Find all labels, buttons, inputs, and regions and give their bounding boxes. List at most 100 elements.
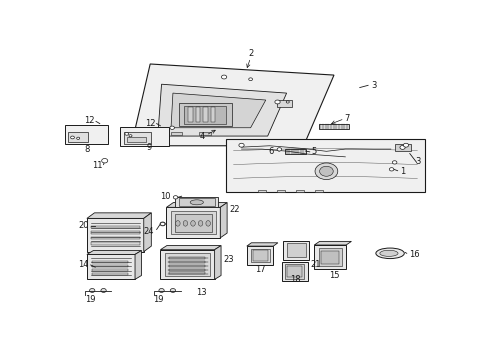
Bar	[123, 132, 151, 144]
Ellipse shape	[190, 221, 195, 226]
Ellipse shape	[375, 248, 404, 258]
Circle shape	[70, 136, 74, 139]
Circle shape	[319, 166, 332, 176]
Polygon shape	[284, 264, 304, 279]
Bar	[168, 265, 205, 267]
Text: 15: 15	[328, 271, 339, 280]
Polygon shape	[246, 243, 277, 246]
Bar	[188, 107, 192, 122]
Bar	[178, 198, 214, 206]
Circle shape	[102, 158, 107, 163]
Bar	[258, 190, 265, 192]
Polygon shape	[87, 251, 141, 255]
Polygon shape	[282, 240, 309, 260]
Circle shape	[129, 135, 132, 137]
Text: 9: 9	[146, 144, 151, 153]
Polygon shape	[171, 93, 265, 128]
Circle shape	[238, 143, 244, 147]
Circle shape	[274, 100, 280, 104]
Bar	[210, 107, 215, 122]
Polygon shape	[135, 251, 141, 279]
Polygon shape	[318, 248, 341, 266]
Bar	[91, 226, 140, 228]
Bar	[168, 261, 205, 263]
Text: 12: 12	[84, 116, 94, 125]
Text: 2: 2	[247, 49, 253, 58]
Polygon shape	[158, 84, 286, 136]
Circle shape	[221, 75, 226, 79]
Bar	[314, 190, 322, 192]
Bar	[168, 273, 205, 274]
Circle shape	[388, 168, 393, 171]
Bar	[195, 107, 200, 122]
Circle shape	[89, 288, 95, 292]
Text: 3: 3	[415, 157, 420, 166]
Bar	[175, 214, 211, 232]
Polygon shape	[314, 242, 351, 245]
Polygon shape	[160, 250, 214, 279]
Bar	[91, 231, 140, 234]
Polygon shape	[165, 253, 210, 276]
Polygon shape	[225, 139, 424, 192]
Text: 16: 16	[408, 250, 419, 259]
Bar	[394, 144, 410, 151]
Polygon shape	[166, 207, 220, 238]
Circle shape	[391, 161, 396, 164]
Bar	[277, 100, 291, 107]
Polygon shape	[171, 211, 215, 234]
Text: 19: 19	[84, 295, 95, 304]
Polygon shape	[175, 197, 218, 207]
Polygon shape	[166, 203, 226, 207]
Circle shape	[159, 288, 164, 292]
Bar	[92, 269, 128, 271]
Bar	[184, 105, 225, 123]
Polygon shape	[87, 255, 135, 279]
Ellipse shape	[183, 221, 187, 226]
Bar	[68, 132, 87, 142]
Text: 18: 18	[289, 275, 300, 284]
Bar	[203, 107, 207, 122]
Polygon shape	[214, 246, 221, 279]
Text: 24: 24	[143, 227, 154, 236]
Bar	[296, 190, 303, 192]
Circle shape	[403, 143, 408, 147]
Circle shape	[160, 222, 164, 226]
Circle shape	[101, 288, 106, 292]
Bar	[199, 132, 210, 135]
Circle shape	[77, 137, 80, 139]
Bar	[168, 257, 205, 259]
Polygon shape	[220, 203, 226, 238]
Polygon shape	[87, 219, 143, 252]
Text: 21: 21	[310, 260, 321, 269]
Bar	[320, 251, 338, 264]
Polygon shape	[87, 213, 151, 219]
Ellipse shape	[379, 250, 397, 256]
Polygon shape	[281, 262, 307, 281]
Bar	[285, 149, 305, 153]
Text: 8: 8	[84, 145, 89, 154]
Polygon shape	[120, 127, 169, 146]
Bar	[277, 190, 284, 192]
Circle shape	[124, 132, 128, 135]
Text: 19: 19	[153, 295, 163, 304]
Polygon shape	[314, 245, 346, 269]
Bar	[252, 250, 267, 261]
Text: 20: 20	[78, 221, 88, 230]
Bar	[92, 273, 128, 275]
Polygon shape	[246, 246, 273, 265]
Polygon shape	[131, 64, 333, 146]
Circle shape	[399, 145, 405, 149]
Polygon shape	[160, 246, 221, 250]
Polygon shape	[250, 249, 269, 262]
Text: 23: 23	[223, 256, 233, 265]
Text: 13: 13	[196, 288, 206, 297]
Text: 7: 7	[344, 113, 349, 122]
Polygon shape	[65, 125, 108, 144]
Ellipse shape	[198, 221, 203, 226]
Bar	[126, 137, 145, 143]
Text: 5: 5	[311, 147, 316, 156]
Text: 10: 10	[160, 192, 171, 201]
Text: 14: 14	[78, 261, 88, 269]
Bar	[178, 103, 231, 126]
Text: 11: 11	[92, 161, 102, 170]
